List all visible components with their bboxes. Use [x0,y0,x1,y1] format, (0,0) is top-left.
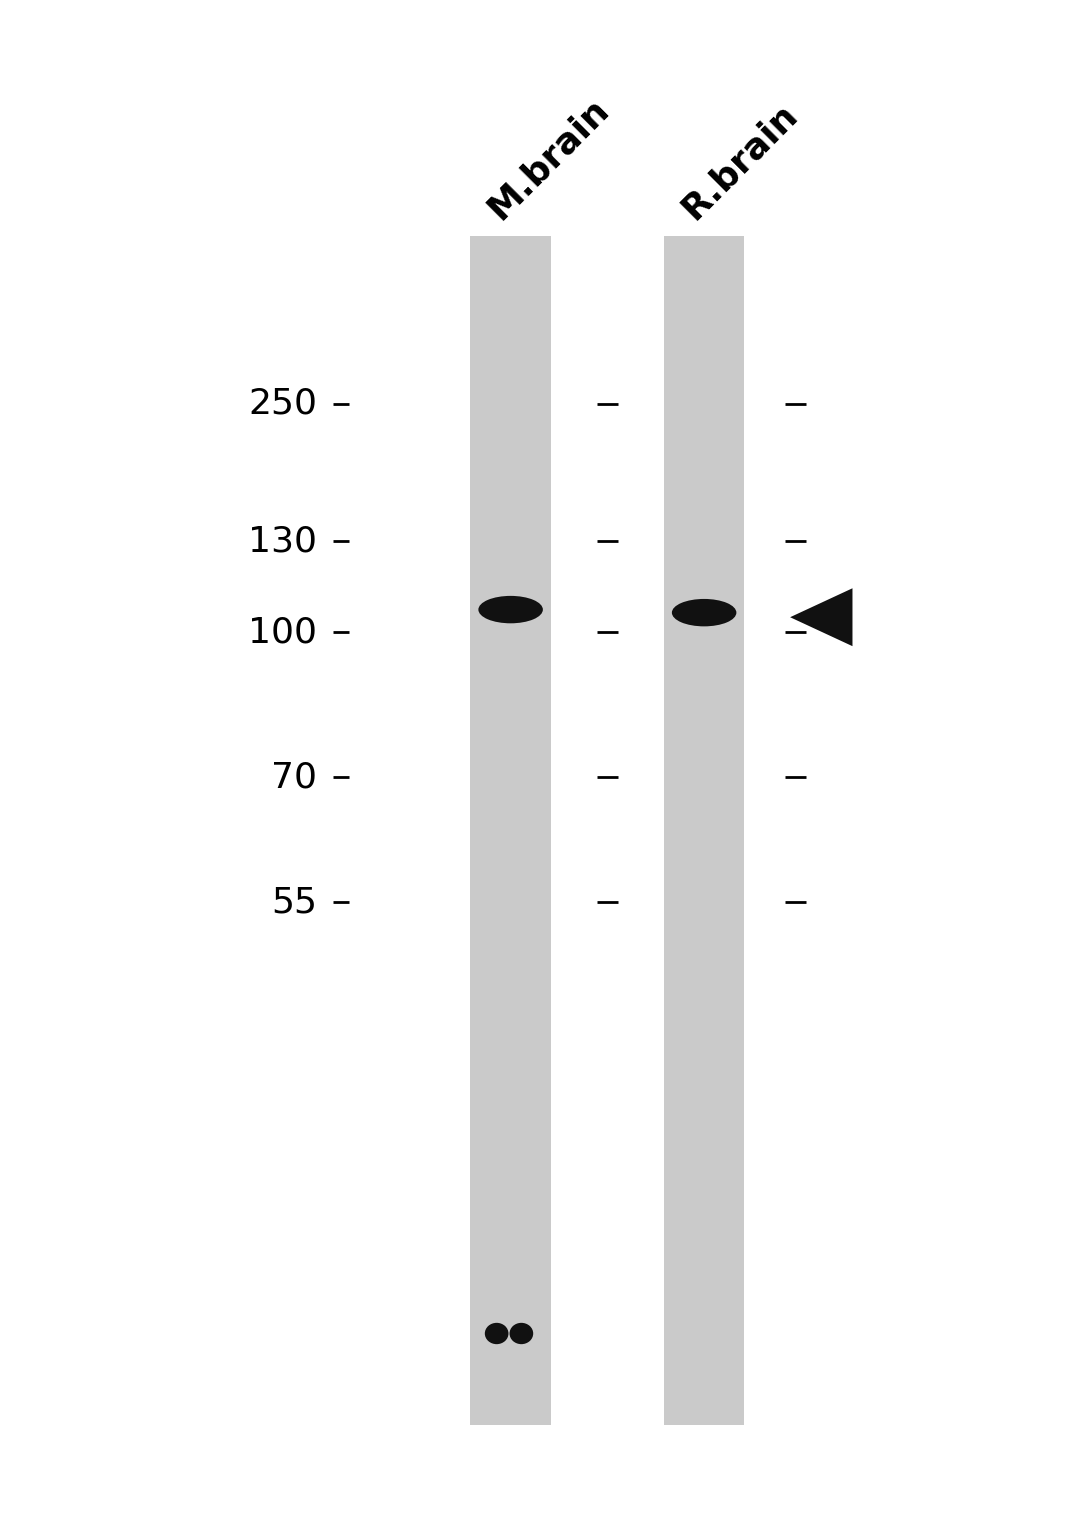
Polygon shape [790,588,852,646]
Ellipse shape [478,596,543,623]
Text: 130: 130 [248,524,317,558]
Bar [664,236,744,1425]
Text: R.brain: R.brain [675,96,804,226]
Text: 70: 70 [271,760,317,794]
Ellipse shape [485,1323,508,1344]
Bar [471,236,551,1425]
Text: 100: 100 [248,616,317,649]
Text: 55: 55 [271,885,317,919]
Text: 250: 250 [248,387,317,421]
Ellipse shape [672,599,736,626]
Ellipse shape [510,1323,533,1344]
Text: M.brain: M.brain [482,91,616,226]
